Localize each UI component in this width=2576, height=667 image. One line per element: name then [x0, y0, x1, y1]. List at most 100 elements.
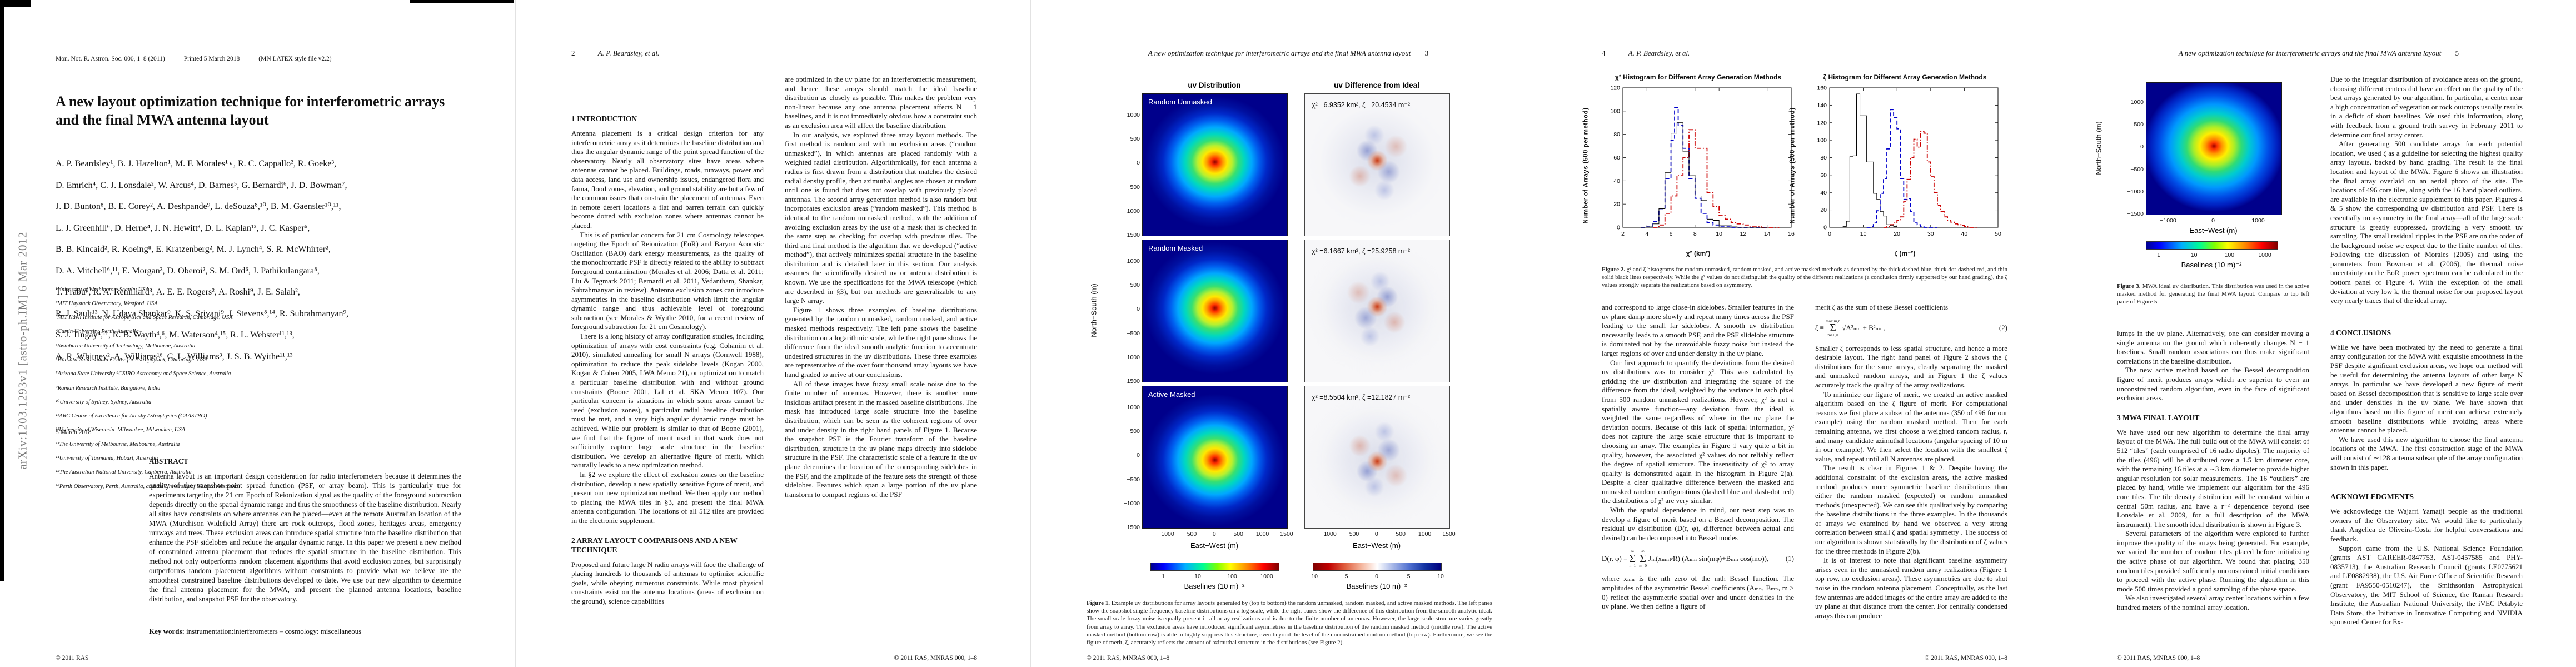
right-paragraphs-cont: Smaller ζ corresponds to less spatial st…	[1815, 344, 2007, 621]
chi2-zeta-annotation: χ² =6.9352 km², ζ =20.4534 m⁻²	[1312, 101, 1411, 109]
running-header: A new optimization technique for interfe…	[1031, 49, 1546, 58]
affiliation-line: ¹⁶Perth Observatory, Perth, Australia, a…	[56, 483, 238, 490]
uv-difference-blob	[1305, 94, 1449, 236]
equation-rhs: Jₘ(xₘₙr∕R) (Aₘₙ sin(mφ)+Bₘₙ cos(mφ)),	[1648, 554, 1769, 563]
right-paragraphs: merit ζ as the sum of these Bessel coeff…	[1815, 303, 2007, 312]
svg-text:0: 0	[1617, 225, 1620, 231]
svg-text:100: 100	[1610, 108, 1620, 115]
sqrt-symbol: √	[1842, 323, 1846, 332]
section-heading-conclusions: 4 CONCLUSIONS	[2330, 328, 2391, 337]
chi2-histogram-chart: 2 4 6 8 10 12 14 16 0 20 40 60 80 100 120	[1610, 85, 1795, 238]
x-axis-label: East−West (m)	[2189, 226, 2238, 235]
ideal-uv-blob	[2146, 83, 2281, 215]
section-heading-introduction: 1 INTRODUCTION	[571, 115, 637, 123]
body-paragraph: All of these images have fuzzy small sca…	[785, 379, 977, 499]
colorbar-label: Baselines (10 m)⁻²	[2181, 261, 2242, 269]
fig1-uv-plot-active-masked: Active Masked	[1142, 386, 1288, 529]
svg-text:8: 8	[1693, 231, 1697, 237]
arxiv-id: arXiv:1203.1293v1 [astro-ph.IM] 6 Mar 20…	[16, 231, 29, 470]
page-4: 4 A. P. Beardsley, et al. χ² Histogram f…	[1546, 0, 2061, 667]
acknowledgments-paragraphs: We acknowledge the Wajarri Yamatji peopl…	[2330, 507, 2523, 627]
page-5: A new optimization technique for interfe…	[2061, 0, 2576, 667]
svg-text:40: 40	[1820, 190, 1827, 196]
body-paragraph: Antenna placement is a critical design c…	[571, 129, 764, 230]
running-title: A new optimization technique for interfe…	[1148, 49, 1411, 57]
left-column: 1 INTRODUCTION Antenna placement is a cr…	[571, 114, 764, 606]
plot-label: Random Unmasked	[1148, 98, 1212, 106]
left-paragraphs: lumps in the uv plane. Alternatively, on…	[2117, 329, 2309, 403]
affiliation-line: ⁵Swinburne University of Technology, Mel…	[56, 342, 196, 349]
body-paragraph: Support came from the U.S. National Scie…	[2330, 544, 2523, 626]
right-column: are optimized in the uv plane for an int…	[785, 75, 977, 499]
body-paragraph: are optimized in the uv plane for an int…	[785, 75, 977, 130]
svg-text:6: 6	[1670, 231, 1673, 237]
author-line: B. B. Kincaid², R. Koeing⁸, E. Kratzenbe…	[56, 245, 331, 254]
body-paragraph: Proposed and future large N radio arrays…	[571, 560, 764, 605]
body-paragraph: While we have been motivated by the need…	[2330, 342, 2523, 435]
svg-text:30: 30	[1927, 231, 1934, 237]
chi2-histogram-title: χ² Histogram for Different Array Generat…	[1615, 73, 1782, 81]
colorbar-jet	[1150, 563, 1279, 571]
zeta-histogram-xlabel: ζ (m⁻²)	[1894, 250, 1916, 257]
page-footer: © 2011 RAS, MNRAS 000, 1–8	[2117, 655, 2200, 661]
page-number: 3	[1424, 49, 1429, 57]
page-1: Mon. Not. R. Astron. Soc. 000, 1–8 (2011…	[0, 0, 515, 667]
affiliation-line: ¹²University of Wisconsin–Milwaukee, Mil…	[56, 427, 186, 434]
y-axis-ticks: 1000 500 0 −500 −1000 −1500	[1123, 112, 1140, 238]
zeta-histogram-ylabel: Number of Arrays (500 per method)	[1790, 107, 1797, 224]
author-line: S. J. Tingay⁴,¹¹, R. B. Wayth⁴,⁶, M. Wat…	[56, 330, 295, 340]
body-paragraph: We have used this new algorithm to choos…	[2330, 435, 2523, 471]
uv-density-blob	[1143, 94, 1287, 236]
author-line: A. R. Whitney², A. Williams¹⁶, C. L. Wil…	[56, 351, 293, 361]
equation-lhs: ζ ≡	[1815, 323, 1824, 332]
author-line: R. J. Sault¹³, N. Udaya Shankar⁹, K. S. …	[56, 308, 349, 318]
scan-artifact-top-left	[0, 0, 31, 7]
uv-difference-blob	[1305, 240, 1449, 382]
fig1-col-title-right: uv Difference from Ideal	[1334, 81, 1419, 89]
page-footer: © 2011 RAS	[56, 655, 89, 661]
svg-text:20: 20	[1613, 201, 1620, 208]
body-paragraph: Figure 1 shows three examples of baselin…	[785, 305, 977, 379]
right-paragraphs: Due to the irregular distribution of avo…	[2330, 75, 2523, 306]
body-paragraph: where xₘₙ is the nth zero of the mth Bes…	[1602, 574, 1794, 611]
affiliation-line: ¹⁰University of Sydney, Sydney, Australi…	[56, 399, 152, 405]
body-paragraph: Due to the irregular distribution of avo…	[2330, 75, 2523, 139]
fig1-col-title-left: uv Distribution	[1188, 81, 1241, 89]
body-paragraph: Smaller ζ corresponds to less spatial st…	[1815, 344, 2007, 389]
abstract-text: Antenna layout is an important design co…	[149, 472, 461, 603]
x-axis-ticks: −1000 −500 0 500 1000 1500	[1158, 531, 1293, 537]
x-axis-ticks: −1000 0 1000	[2160, 217, 2265, 224]
equation-number: (2)	[1999, 323, 2007, 332]
svg-text:60: 60	[1613, 155, 1620, 161]
svg-text:4: 4	[1645, 231, 1648, 237]
page-3: A new optimization technique for interfe…	[1030, 0, 1546, 667]
printed-date: Printed 5 March 2018	[183, 56, 240, 62]
svg-text:16: 16	[1788, 231, 1795, 237]
page-number: 4	[1602, 49, 1606, 57]
chi2-histogram-ylabel: Number of Arrays (500 per method)	[1583, 107, 1590, 224]
y-axis-ticks: 1000 500 0 −500 −1000 −1500	[1123, 258, 1140, 385]
conclusions-paragraphs: While we have been motivated by the need…	[2330, 343, 2523, 472]
affiliation-line: ⁷Arizona State University ⁸CSIRO Astrono…	[56, 371, 231, 377]
figure3-caption: Figure 3. MWA ideal uv distribution. Thi…	[2117, 283, 2309, 306]
fig1-uv-plot-random-masked: Random Masked	[1142, 240, 1288, 382]
uv-difference-blob	[1305, 386, 1449, 528]
x-axis-label: East−West (m)	[1190, 541, 1239, 550]
svg-text:80: 80	[1613, 131, 1620, 138]
svg-text:0: 0	[1823, 225, 1827, 231]
left-column: lumps in the uv plane. Alternatively, on…	[2117, 329, 2309, 613]
svg-text:60: 60	[1820, 172, 1827, 178]
chi2-histogram-xlabel: χ² (km²)	[1686, 250, 1711, 257]
svg-text:40: 40	[1961, 231, 1968, 237]
arxiv-banner: arXiv:1203.1293v1 [astro-ph.IM] 6 Mar 20…	[10, 133, 36, 567]
left-paragraphs: and correspond to large close-in sidelob…	[1602, 303, 1794, 542]
author-line: L. J. Greenhill⁶, D. Herne⁴, J. N. Hewit…	[56, 223, 310, 233]
zeta-histogram-chart: 0 10 20 30 40 50 0 20 40 60 80 100 120 140 160	[1817, 85, 2001, 238]
section-heading-acknowledgments: ACKNOWLEDGMENTS	[2330, 492, 2414, 501]
affiliation-line: ⁹Raman Research Institute, Bangalore, In…	[56, 385, 161, 391]
body-paragraph: It is of interest to note that significa…	[1815, 556, 2007, 620]
section-heading-mwa-final-layout: 3 MWA FINAL LAYOUT	[2117, 413, 2200, 422]
